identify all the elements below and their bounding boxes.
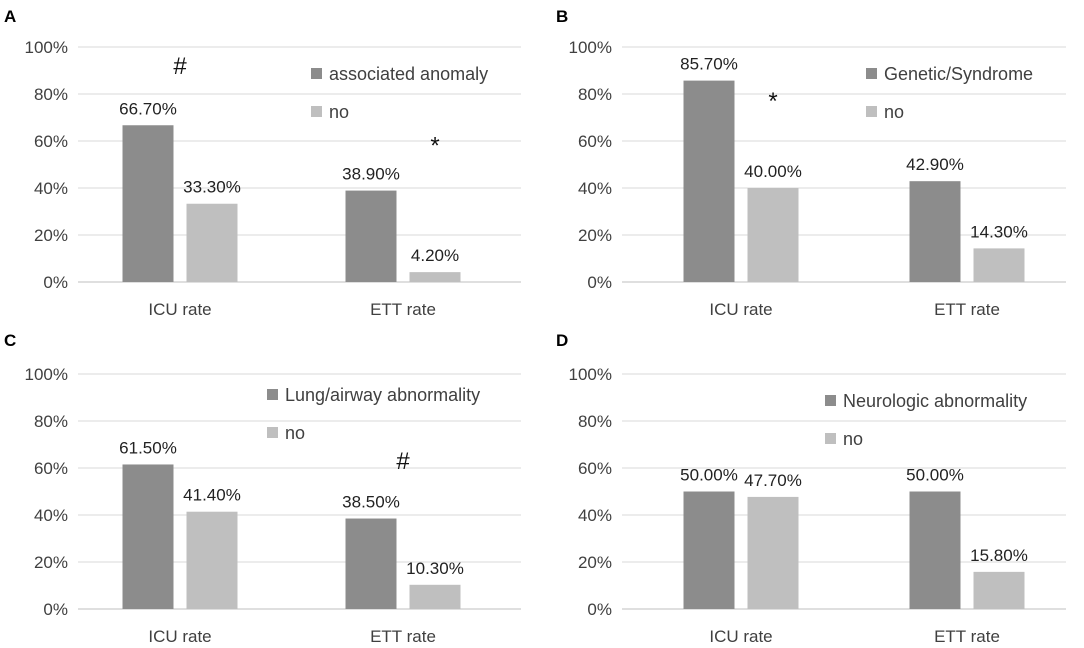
- x-category-label: ICU rate: [709, 300, 772, 319]
- y-tick-label: 80%: [578, 412, 612, 431]
- y-tick-label: 0%: [587, 600, 612, 619]
- bar: [683, 80, 735, 282]
- y-tick-label: 0%: [43, 273, 68, 292]
- data-label: 85.70%: [680, 55, 738, 74]
- bar: [122, 125, 174, 282]
- y-tick-label: 60%: [578, 132, 612, 151]
- y-tick-label: 100%: [25, 365, 68, 384]
- legend-swatch: [267, 389, 278, 400]
- data-label: 40.00%: [744, 162, 802, 181]
- legend-label: no: [329, 102, 349, 122]
- data-label: 66.70%: [119, 99, 177, 118]
- legend-label: no: [285, 423, 305, 443]
- x-category-label: ICU rate: [709, 627, 772, 646]
- legend-swatch: [825, 395, 836, 406]
- y-tick-label: 100%: [569, 38, 612, 57]
- chart-panel-d: D 0% 20% 40% 60% 80% 100% 50.00% 50.00% 47.70% 15.…: [556, 331, 1066, 646]
- y-tick-label: 0%: [587, 273, 612, 292]
- bar: [909, 181, 961, 282]
- legend-label: no: [884, 102, 904, 122]
- x-category-label: ETT rate: [370, 627, 436, 646]
- y-tick-label: 80%: [34, 85, 68, 104]
- legend-label: Lung/airway abnormality: [285, 385, 480, 405]
- significance-mark: *: [430, 133, 439, 160]
- x-category-label: ICU rate: [148, 627, 211, 646]
- panel-letter: B: [556, 7, 568, 26]
- x-category-label: ETT rate: [934, 300, 1000, 319]
- data-label: 41.40%: [183, 486, 241, 505]
- data-label: 42.90%: [906, 155, 964, 174]
- data-label: 50.00%: [680, 466, 738, 485]
- y-tick-label: 20%: [34, 553, 68, 572]
- legend: Lung/airway abnormality no: [267, 385, 480, 443]
- significance-mark: *: [768, 88, 777, 115]
- y-tick-label: 20%: [578, 226, 612, 245]
- bar: [186, 511, 238, 609]
- legend-label: associated anomaly: [329, 64, 488, 84]
- y-tick-label: 100%: [569, 365, 612, 384]
- y-tick-label: 100%: [25, 38, 68, 57]
- legend-label: Neurologic abnormality: [843, 391, 1027, 411]
- legend-label: Genetic/Syndrome: [884, 64, 1033, 84]
- bar: [345, 518, 397, 609]
- y-tick-label: 20%: [578, 553, 612, 572]
- data-label: 10.30%: [406, 559, 464, 578]
- y-tick-label: 60%: [34, 132, 68, 151]
- y-tick-label: 60%: [34, 459, 68, 478]
- bar: [909, 491, 961, 609]
- bar: [683, 491, 735, 609]
- bar: [747, 188, 799, 282]
- significance-mark: #: [396, 448, 410, 475]
- legend-label: no: [843, 429, 863, 449]
- y-tick-label: 60%: [578, 459, 612, 478]
- y-tick-label: 40%: [578, 506, 612, 525]
- data-label: 47.70%: [744, 471, 802, 490]
- chart-panel-a: A 0% 20% 40% 60% 80% 100% 66.70% 38.90% 33.30% 4.2…: [4, 7, 521, 319]
- panel-letter: C: [4, 331, 16, 350]
- data-label: 50.00%: [906, 466, 964, 485]
- legend-swatch: [866, 68, 877, 79]
- x-category-label: ICU rate: [148, 300, 211, 319]
- y-tick-label: 40%: [34, 506, 68, 525]
- legend: associated anomaly no: [311, 64, 488, 122]
- x-category-label: ETT rate: [370, 300, 436, 319]
- legend-swatch: [311, 106, 322, 117]
- legend: Neurologic abnormality no: [825, 391, 1027, 449]
- data-label: 4.20%: [411, 246, 459, 265]
- bar: [409, 272, 461, 282]
- data-label: 38.50%: [342, 493, 400, 512]
- y-tick-label: 20%: [34, 226, 68, 245]
- bar: [973, 248, 1025, 282]
- y-tick-label: 80%: [578, 85, 612, 104]
- chart-panel-b: B 0% 20% 40% 60% 80% 100% 85.70% 42.90% 40.00% 14.…: [556, 7, 1066, 319]
- legend-swatch: [825, 433, 836, 444]
- data-label: 15.80%: [970, 546, 1028, 565]
- panel-letter: D: [556, 331, 568, 350]
- legend-swatch: [267, 427, 278, 438]
- bar: [973, 571, 1025, 609]
- legend: Genetic/Syndrome no: [866, 64, 1033, 122]
- bar: [345, 190, 397, 282]
- data-label: 61.50%: [119, 438, 177, 457]
- bar: [186, 203, 238, 282]
- panel-letter: A: [4, 7, 16, 26]
- data-label: 33.30%: [183, 178, 241, 197]
- bar: [122, 464, 174, 609]
- y-tick-label: 40%: [34, 179, 68, 198]
- significance-mark: #: [173, 53, 187, 80]
- y-tick-label: 80%: [34, 412, 68, 431]
- data-label: 38.90%: [342, 165, 400, 184]
- legend-swatch: [311, 68, 322, 79]
- x-category-label: ETT rate: [934, 627, 1000, 646]
- y-tick-label: 40%: [578, 179, 612, 198]
- bar: [747, 496, 799, 609]
- chart-panel-c: C 0% 20% 40% 60% 80% 100% 61.50% 38.50% 41.40% 10.…: [4, 331, 521, 646]
- legend-swatch: [866, 106, 877, 117]
- y-tick-label: 0%: [43, 600, 68, 619]
- data-label: 14.30%: [970, 222, 1028, 241]
- bar: [409, 584, 461, 609]
